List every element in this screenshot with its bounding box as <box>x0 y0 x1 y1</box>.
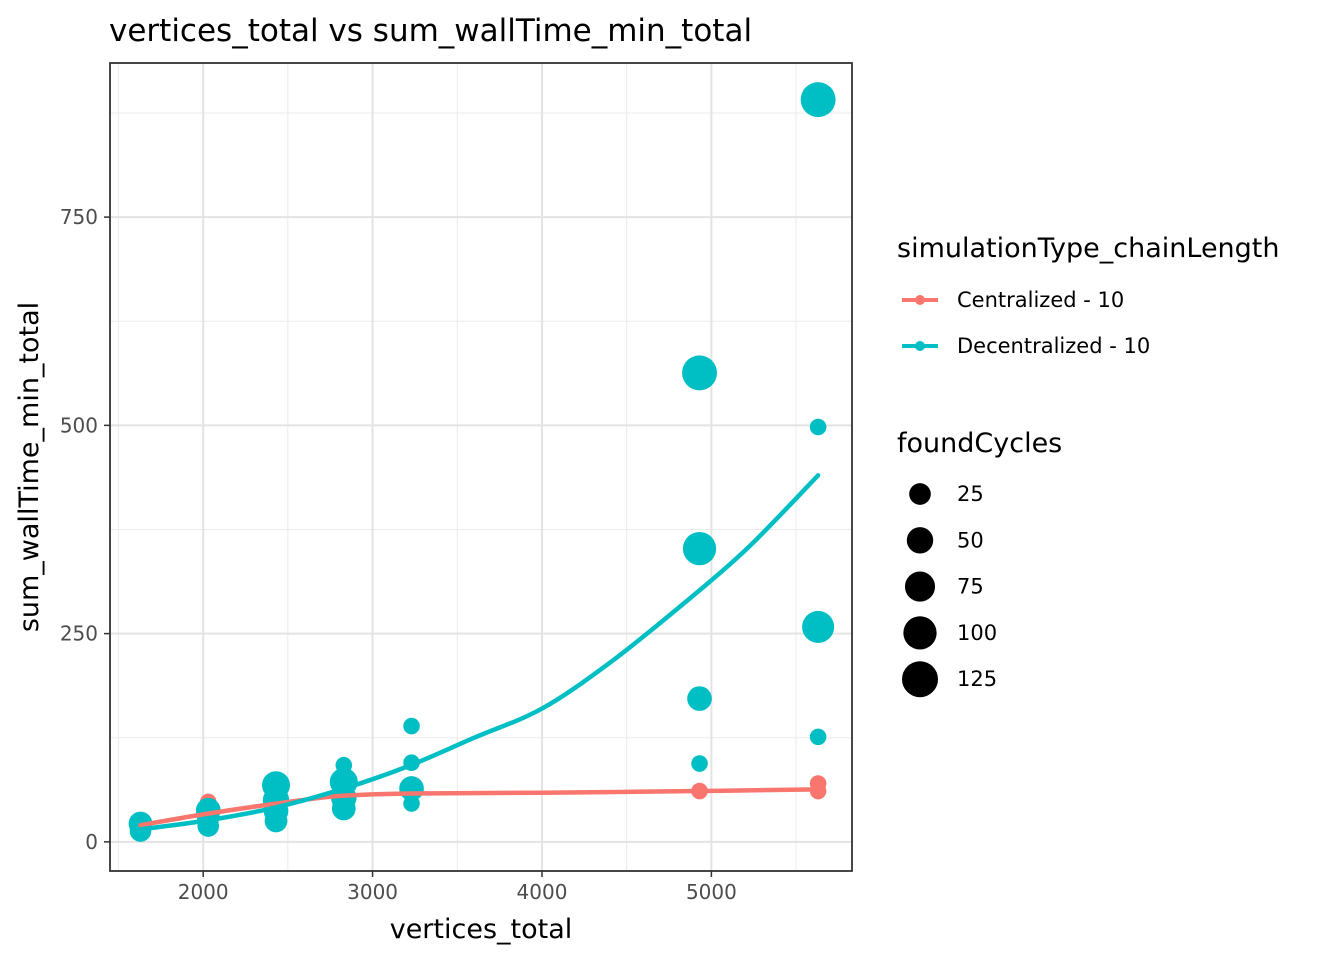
x-tick-label: 3000 <box>347 880 398 904</box>
size-legend-key <box>904 571 936 602</box>
plot-panel <box>109 62 853 872</box>
data-point-decentralized <box>691 755 708 772</box>
size-legend-label: 125 <box>957 667 997 691</box>
legend-label: Decentralized - 10 <box>957 334 1150 358</box>
trend-line-decentralized <box>138 473 821 832</box>
panel-background <box>110 63 852 871</box>
size-legend-key <box>909 483 931 505</box>
x-tick-label: 2000 <box>178 880 229 904</box>
size-legend-key <box>903 616 937 650</box>
y-tick-label: 250 <box>60 622 98 646</box>
data-point-decentralized <box>687 686 712 711</box>
size-legend-title: foundCycles <box>897 428 1062 459</box>
size-legend-label: 100 <box>957 621 997 645</box>
color-legend: simulationType_chainLength Centralized -… <box>897 233 1280 358</box>
y-axis-title: sum_wallTime_min_total <box>14 302 45 632</box>
data-point-decentralized <box>264 809 288 833</box>
size-legend-label: 50 <box>957 528 984 552</box>
x-axis-title: vertices_total <box>390 914 573 945</box>
legend-key-point <box>915 295 925 305</box>
x-axis-ticks: 2000 3000 4000 5000 <box>178 871 737 904</box>
size-legend-key <box>906 527 934 554</box>
grid-lines <box>110 63 852 871</box>
data-point-decentralized <box>809 418 827 436</box>
legend-key-point <box>915 341 925 351</box>
legend-label: Centralized - 10 <box>957 288 1124 312</box>
chart-title: vertices_total vs sum_wallTime_min_total <box>109 13 752 49</box>
data-point-decentralized <box>802 610 835 643</box>
data-point-decentralized <box>403 795 420 812</box>
y-tick-label: 500 <box>60 413 98 437</box>
data-point-decentralized <box>331 796 356 821</box>
size-legend-label: 75 <box>957 575 984 599</box>
size-legend-label: 25 <box>957 482 984 506</box>
trend-line-centralized <box>138 787 821 828</box>
data-point-decentralized <box>682 355 718 391</box>
data-point-decentralized <box>809 728 827 746</box>
y-axis-ticks: 0 250 500 750 <box>60 205 110 854</box>
y-tick-label: 750 <box>60 205 98 229</box>
color-legend-title: simulationType_chainLength <box>897 233 1280 264</box>
data-point-decentralized <box>800 82 836 118</box>
trend-lines <box>138 473 821 832</box>
size-legend: foundCycles 25 50 75 100 125 <box>897 428 1062 698</box>
x-tick-label: 4000 <box>517 880 568 904</box>
panel-border <box>109 62 853 872</box>
x-tick-label: 5000 <box>686 880 737 904</box>
data-point-decentralized <box>682 532 717 566</box>
data-point-decentralized <box>403 717 420 735</box>
size-legend-key <box>902 661 938 698</box>
y-tick-label: 0 <box>85 830 98 854</box>
